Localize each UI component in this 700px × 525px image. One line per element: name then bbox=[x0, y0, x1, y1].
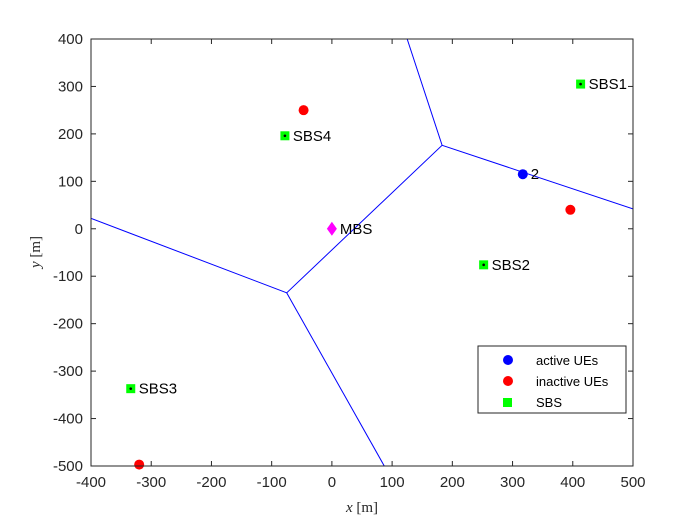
boundary-line-3 bbox=[286, 292, 385, 466]
active-ues-marker bbox=[517, 169, 528, 180]
boundary-lines bbox=[91, 39, 633, 466]
y-tick-label: -200 bbox=[53, 316, 83, 333]
point-label-mbs: MBS bbox=[340, 221, 373, 238]
y-tick-label: 100 bbox=[58, 173, 83, 190]
data-markers bbox=[126, 79, 586, 470]
legend-box bbox=[477, 345, 627, 414]
point-label-sbs1: SBS1 bbox=[589, 76, 627, 93]
y-tick-label: 300 bbox=[58, 78, 83, 95]
y-tick-label: 400 bbox=[58, 31, 83, 48]
legend-marker-inactive bbox=[503, 376, 513, 386]
inactive-ues-marker bbox=[134, 459, 145, 470]
y-tick-label: -500 bbox=[53, 458, 83, 475]
x-axis-var: x bbox=[345, 500, 353, 516]
x-tick-label: 200 bbox=[440, 474, 465, 491]
inactive-ues-marker bbox=[298, 105, 309, 116]
y-axis-var: y bbox=[28, 261, 44, 270]
point-label-sbs4: SBS4 bbox=[293, 128, 331, 145]
point-labels: 2 SBS1 SBS2 SBS3 SBS4 MBS bbox=[139, 76, 627, 398]
boundary-line-1 bbox=[91, 144, 633, 294]
x-axis-label: x [m] bbox=[345, 500, 378, 516]
legend: active UEs inactive UEs SBS bbox=[477, 345, 627, 414]
sbs-marker-dot bbox=[579, 82, 582, 86]
y-axis-label: y [m] bbox=[28, 236, 44, 270]
inactive-ues-marker bbox=[565, 204, 576, 215]
mbs-marker bbox=[326, 221, 337, 236]
y-tick-label: 200 bbox=[58, 126, 83, 143]
sbs-marker-dot bbox=[129, 387, 133, 390]
legend-label-sbs: SBS bbox=[536, 395, 562, 410]
x-tick-label: 100 bbox=[380, 474, 405, 491]
x-tick-label: -400 bbox=[76, 474, 106, 491]
boundary-line-2 bbox=[406, 39, 443, 146]
x-tick-label: -200 bbox=[196, 474, 226, 491]
legend-marker-active bbox=[503, 355, 513, 365]
y-tick-label: 0 bbox=[75, 221, 83, 238]
x-axis-unit: [m] bbox=[356, 500, 378, 516]
axes-box bbox=[90, 38, 634, 467]
legend-marker-sbs bbox=[503, 398, 512, 407]
legend-label-inactive: inactive UEs bbox=[536, 374, 609, 389]
y-tick-label: -300 bbox=[53, 363, 83, 380]
y-tick-label: -400 bbox=[53, 411, 83, 428]
x-axis-ticks: -400 -300 -200 -100 0 100 200 300 400 500 bbox=[76, 39, 646, 491]
x-tick-label: -100 bbox=[257, 474, 287, 491]
point-label-2: 2 bbox=[531, 166, 539, 183]
y-axis-ticks: -500 -400 -300 -200 -100 0 100 200 300 400 bbox=[53, 31, 633, 475]
x-tick-label: 500 bbox=[620, 474, 645, 491]
point-label-sbs3: SBS3 bbox=[139, 381, 177, 398]
sbs-marker-dot bbox=[482, 263, 485, 267]
x-tick-label: 0 bbox=[328, 474, 336, 491]
y-tick-label: -100 bbox=[53, 268, 83, 285]
x-tick-label: 300 bbox=[500, 474, 525, 491]
x-tick-label: -300 bbox=[136, 474, 166, 491]
sbs-marker-dot bbox=[283, 134, 287, 138]
plot-area: 2 SBS1 SBS2 SBS3 SBS4 MBS -400 -300 -200 -100 0 10… bbox=[53, 31, 646, 491]
x-tick-label: 400 bbox=[560, 474, 585, 491]
point-label-sbs2: SBS2 bbox=[492, 257, 530, 274]
y-axis-unit: [m] bbox=[28, 236, 44, 258]
legend-label-active: active UEs bbox=[536, 353, 599, 368]
